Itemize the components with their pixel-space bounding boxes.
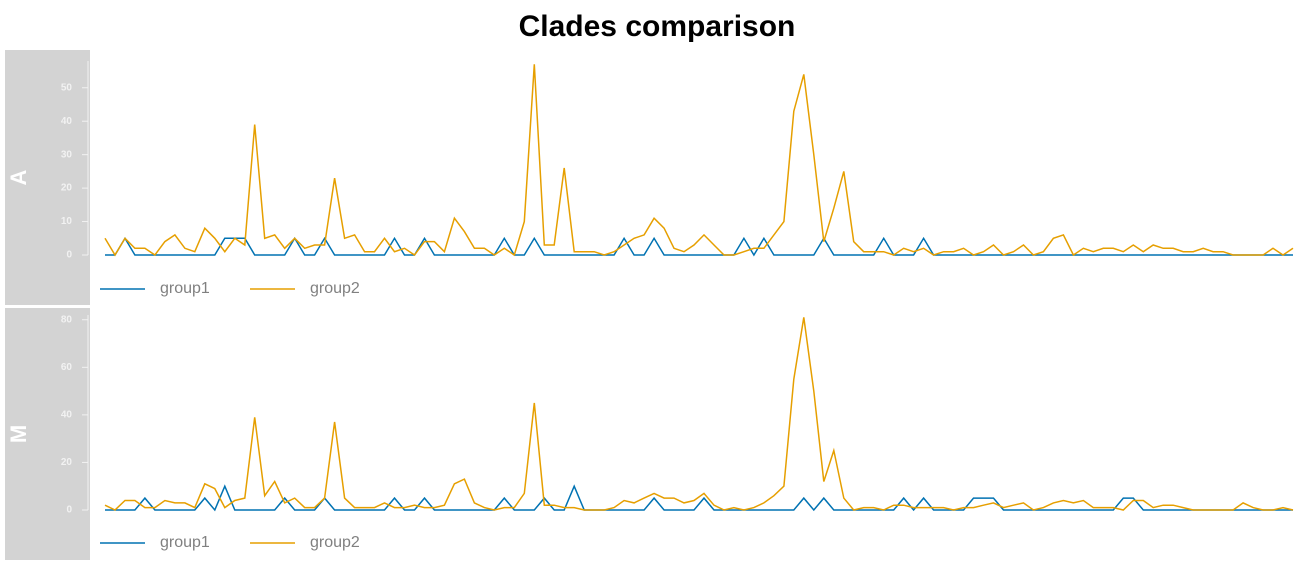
legend-label: group1 xyxy=(160,280,210,297)
y-tick-label: 0 xyxy=(66,505,72,516)
y-tick-label: 50 xyxy=(61,82,73,93)
data-line xyxy=(105,484,1293,512)
y-tick-label: 40 xyxy=(61,116,73,127)
y-tick-label: 0 xyxy=(66,250,72,261)
chart-title: Clades comparison xyxy=(519,10,796,43)
y-tick-label: 60 xyxy=(61,362,73,373)
panel-label: A xyxy=(6,169,31,185)
panel-label: M xyxy=(6,425,31,443)
panel-strip xyxy=(5,50,90,305)
y-tick-label: 40 xyxy=(61,410,73,421)
data-line xyxy=(104,64,1294,257)
legend-label: group2 xyxy=(310,534,360,551)
y-tick-label: 10 xyxy=(61,216,73,227)
panel-strip xyxy=(5,308,90,560)
data-line xyxy=(104,317,1294,511)
y-tick-label: 30 xyxy=(61,149,73,160)
y-tick-label: 80 xyxy=(61,314,73,325)
legend-label: group1 xyxy=(160,534,210,551)
legend-label: group2 xyxy=(310,280,360,297)
y-tick-label: 20 xyxy=(61,457,73,468)
data-line xyxy=(105,236,1293,257)
y-tick-label: 20 xyxy=(61,183,73,194)
